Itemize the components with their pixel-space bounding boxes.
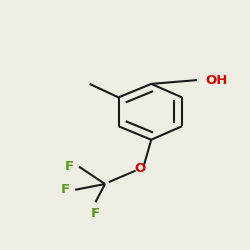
Bar [68, 187, 73, 193]
Bar [136, 165, 143, 172]
Text: F: F [91, 207, 100, 220]
Text: F: F [61, 183, 70, 196]
Text: F: F [65, 160, 74, 173]
Bar [92, 204, 98, 210]
Text: OH: OH [205, 74, 228, 86]
Bar [71, 164, 77, 170]
Text: O: O [134, 162, 145, 175]
Bar [198, 76, 213, 84]
